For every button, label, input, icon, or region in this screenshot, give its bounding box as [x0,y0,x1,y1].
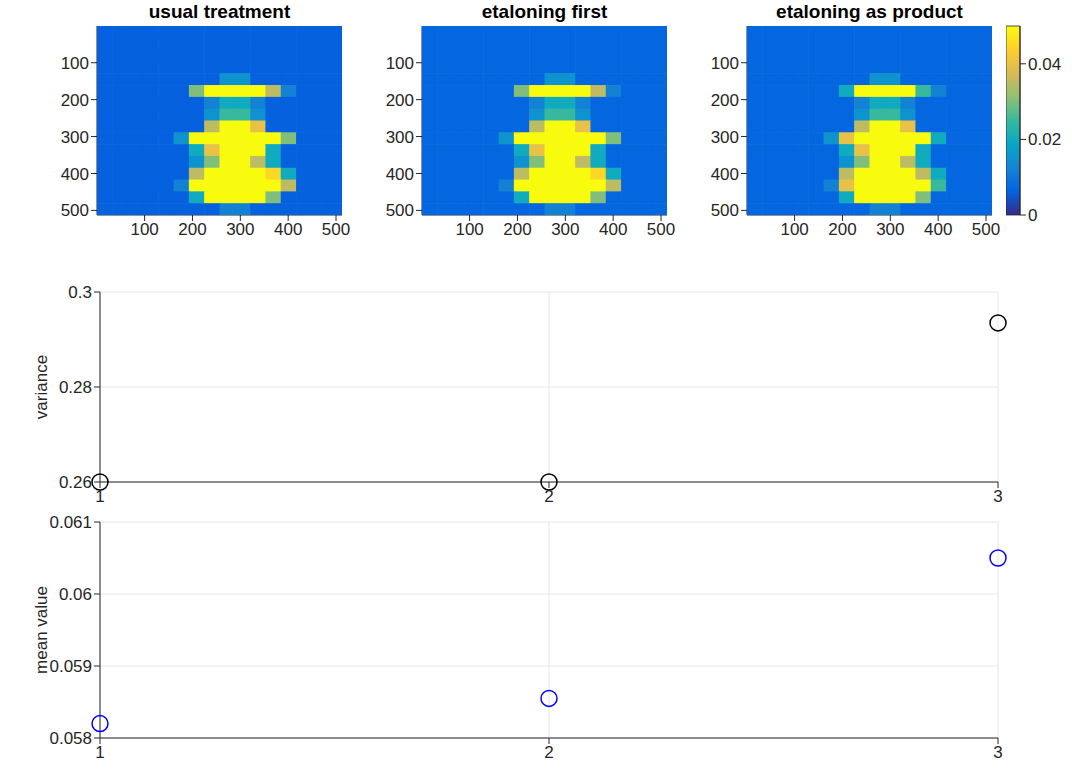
svg-text:0: 0 [1028,206,1037,225]
svg-text:400: 400 [274,220,302,239]
svg-text:100: 100 [711,54,739,73]
svg-text:0.061: 0.061 [49,513,92,532]
svg-text:300: 300 [711,128,739,147]
svg-text:500: 500 [711,201,739,220]
svg-text:300: 300 [551,220,579,239]
svg-text:300: 300 [876,220,904,239]
svg-text:0.04: 0.04 [1028,55,1061,74]
svg-text:200: 200 [178,220,206,239]
svg-text:0.058: 0.058 [49,729,92,748]
svg-text:variance: variance [32,355,51,419]
svg-text:400: 400 [386,165,414,184]
svg-text:500: 500 [322,220,350,239]
svg-text:300: 300 [386,128,414,147]
html-text:usual treatment: usual treatment [148,1,291,22]
svg-text:500: 500 [386,201,414,220]
svg-text:2: 2 [544,487,553,506]
svg-text:500: 500 [61,201,89,220]
svg-text:3: 3 [993,487,1002,506]
svg-text:300: 300 [61,128,89,147]
svg-text:100: 100 [780,220,808,239]
svg-text:200: 200 [503,220,531,239]
svg-text:0.26: 0.26 [59,473,92,492]
svg-text:400: 400 [599,220,627,239]
svg-text:500: 500 [647,220,675,239]
svg-text:100: 100 [130,220,158,239]
svg-text:0.06: 0.06 [59,585,92,604]
svg-text:2: 2 [544,743,553,762]
svg-text:100: 100 [61,54,89,73]
svg-text:500: 500 [972,220,1000,239]
svg-text:200: 200 [711,91,739,110]
svg-text:100: 100 [386,54,414,73]
svg-text:200: 200 [386,91,414,110]
svg-text:0.059: 0.059 [49,657,92,676]
svg-text:mean value: mean value [32,586,51,674]
svg-text:1: 1 [95,743,104,762]
svg-text:300: 300 [226,220,254,239]
svg-text:400: 400 [924,220,952,239]
svg-text:3: 3 [993,743,1002,762]
html-text:etaloning as product: etaloning as product [776,1,963,22]
svg-text:1: 1 [95,487,104,506]
svg-text:200: 200 [61,91,89,110]
svg-text:0.28: 0.28 [59,378,92,397]
svg-text:400: 400 [61,165,89,184]
svg-text:0.02: 0.02 [1028,130,1061,149]
svg-text:100: 100 [455,220,483,239]
html-text:etaloning first: etaloning first [481,1,608,22]
svg-text:0.3: 0.3 [68,283,92,302]
svg-text:200: 200 [828,220,856,239]
svg-text:400: 400 [711,165,739,184]
